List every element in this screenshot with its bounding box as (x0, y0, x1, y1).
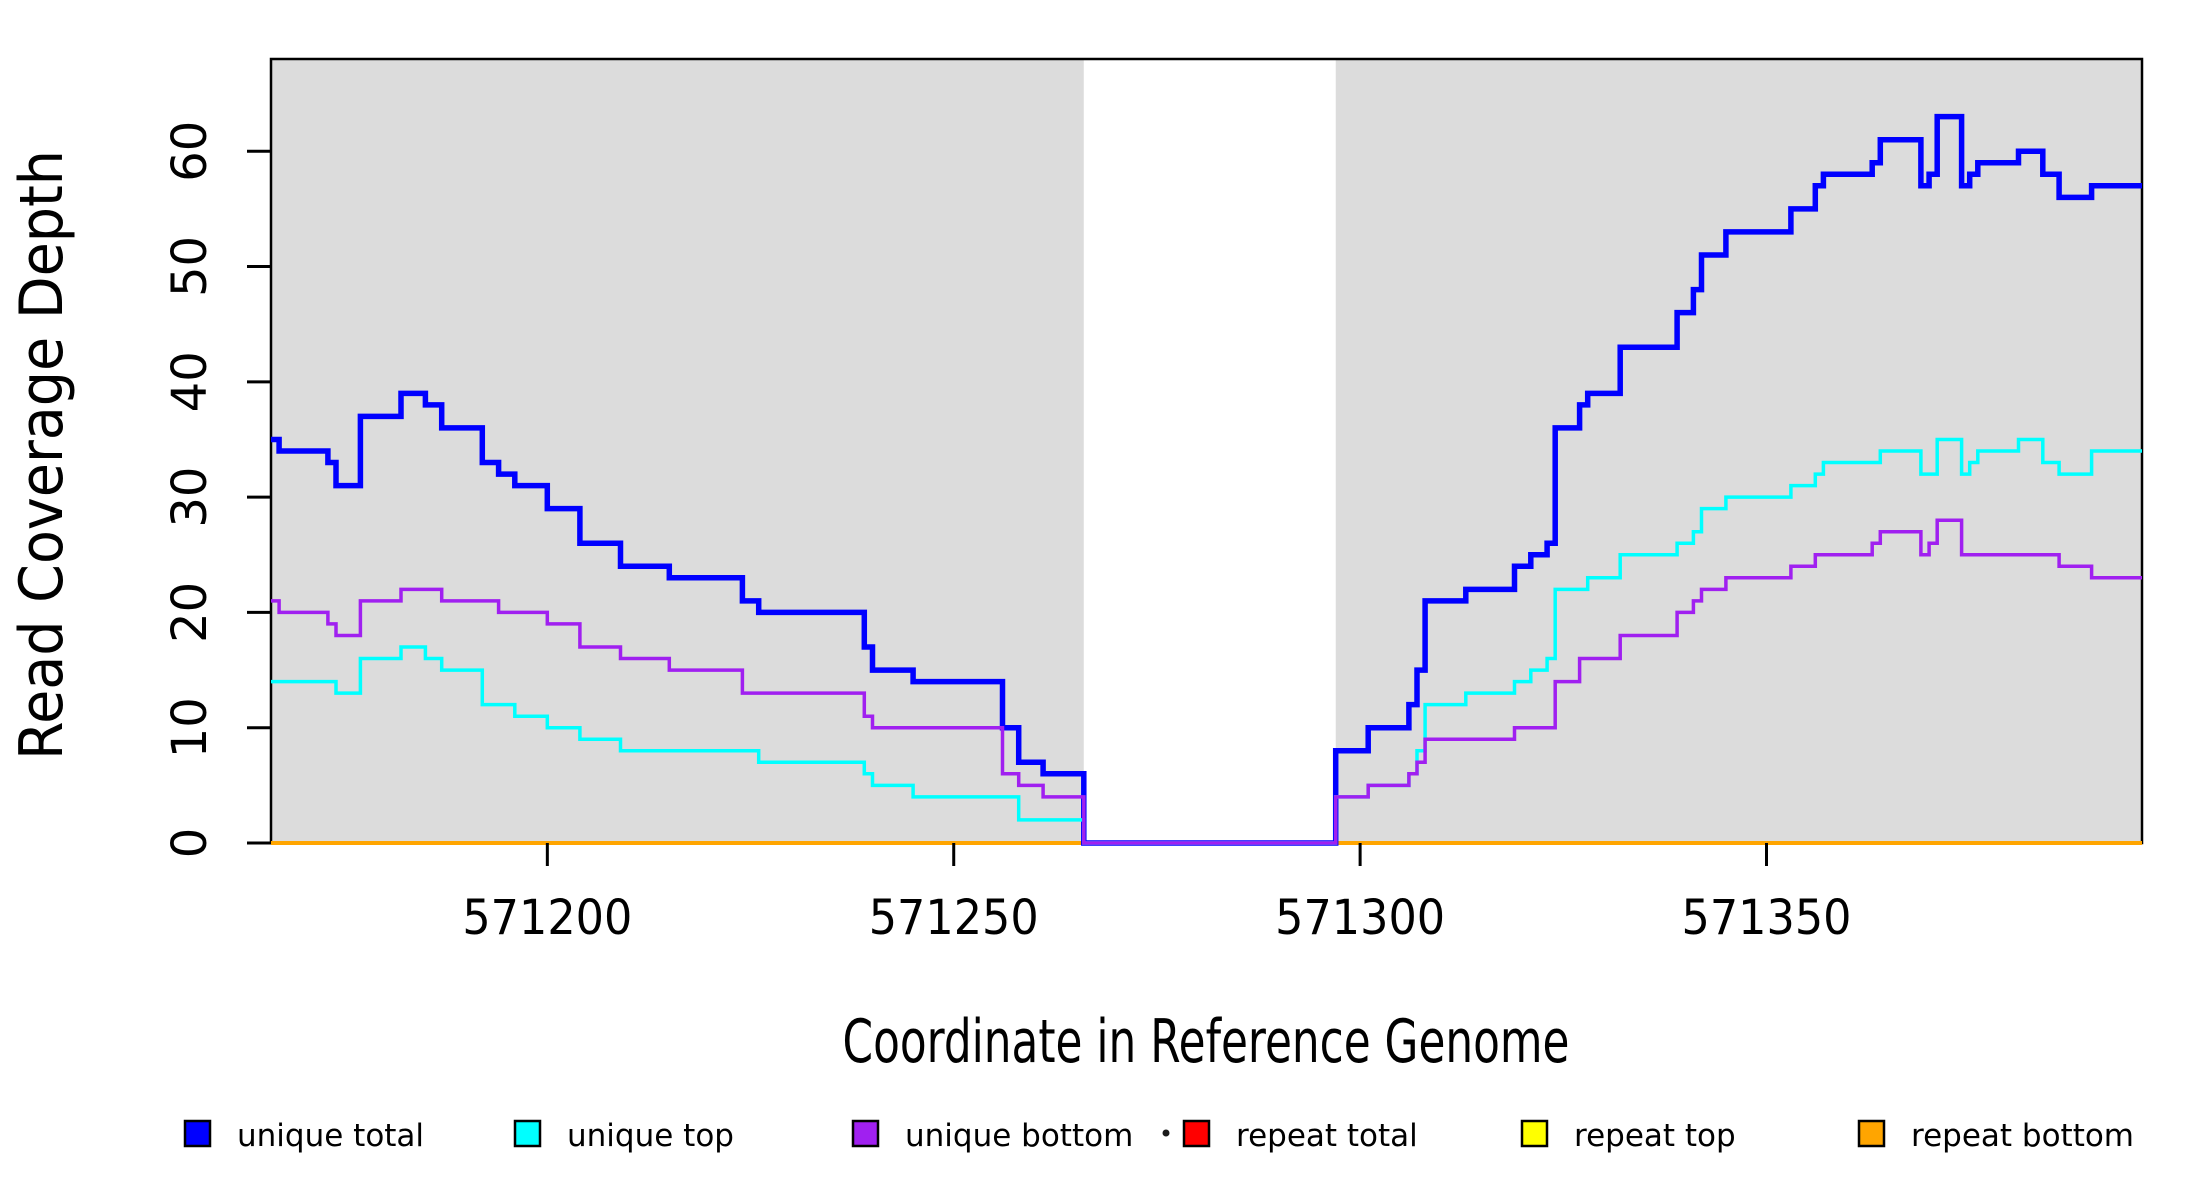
legend-label: repeat total (1236, 1118, 1418, 1154)
y-tick-label: 30 (162, 467, 218, 528)
y-tick-label: 0 (162, 828, 218, 859)
series-unique-top (271, 437, 2142, 845)
axes: 571200 571250 571300 571350 0 10 20 30 40 50 60 (162, 121, 1851, 946)
series-unique-total (271, 113, 2142, 846)
y-tick-label: 20 (162, 582, 218, 643)
legend-swatch-repeat-top (1520, 1119, 1549, 1148)
y-tick-label: 10 (162, 697, 218, 758)
legend-item-repeat-total: repeat total (1182, 1118, 1418, 1154)
legend-swatch-unique-top (513, 1119, 542, 1148)
legend-swatch-repeat-total (1182, 1119, 1211, 1148)
legend-item-repeat-top: repeat top (1520, 1118, 1736, 1154)
legend-swatch-unique-bottom (851, 1119, 880, 1148)
x-tick-label: 571200 (462, 890, 632, 946)
legend-item-unique-top: unique top (513, 1118, 734, 1154)
legend-label: unique total (237, 1118, 424, 1154)
series-lines (271, 113, 2142, 846)
y-tick-label: 50 (162, 236, 218, 297)
series-unique-bottom (271, 518, 2142, 845)
x-tick-label: 571350 (1681, 890, 1851, 946)
legend-label: repeat top (1574, 1118, 1736, 1154)
legend-item-repeat-bottom: repeat bottom (1857, 1118, 2134, 1154)
y-tick-label: 40 (162, 351, 218, 412)
y-tick-label: 60 (162, 121, 218, 182)
shaded-region-1 (271, 59, 1084, 843)
y-axis-title: Read Coverage Depth (7, 150, 77, 760)
legend-label: unique bottom (905, 1118, 1133, 1154)
legend-item-unique-bottom: unique bottom (851, 1118, 1133, 1154)
legend: unique total unique top unique bottom repea… (183, 1118, 2134, 1154)
legend-label: unique top (567, 1118, 734, 1154)
shaded-region-2 (1335, 59, 2142, 843)
legend-label: repeat bottom (1911, 1118, 2134, 1154)
legend-swatch-repeat-bottom (1857, 1119, 1886, 1148)
x-tick-label: 571250 (869, 890, 1039, 946)
x-axis-title: Coordinate in Reference Genome (843, 1007, 1570, 1077)
legend-item-unique-total: unique total (183, 1118, 424, 1154)
stray-point-dot (1162, 1129, 1170, 1137)
x-tick-label: 571300 (1275, 890, 1445, 946)
legend-swatch-unique-total (183, 1119, 212, 1148)
